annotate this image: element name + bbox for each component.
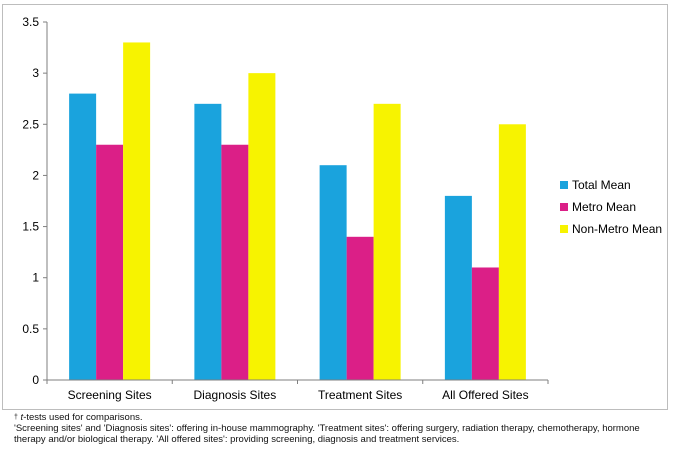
legend-swatch bbox=[560, 203, 568, 211]
bar bbox=[498, 124, 526, 381]
chart-frame: 0 0.5 1 1.5 2 2.5 3 3.5 Screening Sites Diagnosi… bbox=[2, 4, 668, 410]
x-axis: Screening Sites Diagnosis Sites Treatment … bbox=[46, 379, 549, 402]
bar bbox=[373, 103, 401, 380]
y-tick-label: 0 bbox=[32, 373, 39, 387]
x-tick-label: Screening Sites bbox=[68, 388, 152, 402]
x-tick-label: Diagnosis Sites bbox=[194, 388, 277, 402]
bar bbox=[69, 93, 97, 380]
y-axis: 0 0.5 1 1.5 2 2.5 3 3.5 bbox=[22, 15, 48, 387]
y-tick-label: 2 bbox=[32, 168, 39, 182]
bar bbox=[319, 165, 347, 380]
bar bbox=[444, 195, 472, 380]
legend-label: Total Mean bbox=[572, 178, 631, 192]
x-tick-label: Treatment Sites bbox=[318, 388, 402, 402]
ttest-text: -tests used for comparisons. bbox=[23, 412, 143, 423]
y-tick-label: 1 bbox=[32, 271, 39, 285]
bar bbox=[346, 236, 374, 380]
dagger-mark: † bbox=[14, 414, 18, 421]
bars bbox=[69, 42, 526, 381]
footnote-definitions: 'Screening sites' and 'Diagnosis sites':… bbox=[14, 423, 640, 445]
footnote-ttest: † t-tests used for comparisons. bbox=[14, 412, 664, 423]
y-tick-label: 0.5 bbox=[22, 322, 39, 336]
bar bbox=[248, 73, 276, 381]
legend: Total Mean Metro Mean Non-Metro Mean bbox=[560, 178, 662, 236]
legend-swatch bbox=[560, 181, 568, 189]
y-tick-label: 3.5 bbox=[22, 15, 39, 29]
bar bbox=[471, 267, 499, 380]
y-tick-label: 2.5 bbox=[22, 117, 39, 131]
legend-label: Metro Mean bbox=[572, 200, 636, 214]
y-tick-label: 3 bbox=[32, 66, 39, 80]
bar-chart: 0 0.5 1 1.5 2 2.5 3 3.5 Screening Sites Diagnosi… bbox=[22, 15, 662, 402]
bar bbox=[221, 144, 249, 380]
x-tick-label: All Offered Sites bbox=[442, 388, 528, 402]
ttest-italic: t bbox=[20, 412, 24, 423]
footnotes: † t-tests used for comparisons. 'Screeni… bbox=[14, 412, 664, 445]
bar bbox=[194, 103, 222, 380]
bar bbox=[123, 42, 151, 380]
bar bbox=[96, 144, 124, 380]
legend-swatch bbox=[560, 225, 568, 233]
legend-label: Non-Metro Mean bbox=[572, 222, 662, 236]
y-tick-label: 1.5 bbox=[22, 220, 39, 234]
